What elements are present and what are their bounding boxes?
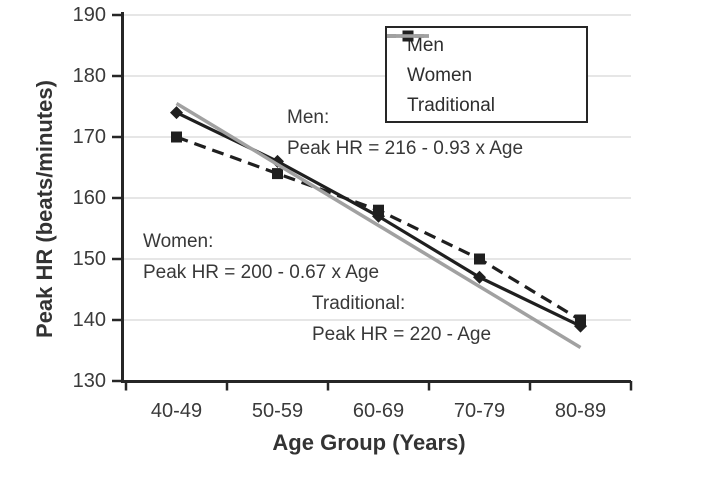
annotation-traditional: Traditional: Peak HR = 220 - Age bbox=[312, 288, 491, 350]
legend-label-women: Women bbox=[407, 65, 473, 86]
x-tick-label-50-59: 50-59 bbox=[251, 400, 304, 422]
annotation-women-formula: Peak HR = 200 - 0.67 x Age bbox=[143, 262, 380, 283]
annotation-men-title: Men: bbox=[287, 107, 330, 128]
y-tick-label-160: 160 bbox=[72, 187, 106, 209]
marker-diamond-men-3 bbox=[473, 270, 486, 284]
annotation-women-title: Women: bbox=[143, 231, 214, 252]
series-line-traditional bbox=[175, 101, 582, 349]
y-tick-label-180: 180 bbox=[72, 65, 106, 87]
legend-label-traditional: Traditional bbox=[407, 95, 496, 116]
annotation-men-formula: Peak HR = 216 - 0.93 x Age bbox=[287, 138, 524, 159]
marker-square-women-1 bbox=[272, 168, 283, 180]
y-tick-label-150: 150 bbox=[72, 248, 106, 270]
traditional-line-sample-icon bbox=[387, 34, 429, 38]
legend: Men Women Traditional bbox=[385, 26, 588, 123]
marker-diamond-men-0 bbox=[170, 106, 183, 120]
y-tick-label-130: 130 bbox=[72, 370, 106, 392]
legend-item-women: Women bbox=[387, 30, 586, 91]
x-axis-title: Age Group (Years) bbox=[272, 430, 466, 455]
annotation-traditional-title: Traditional: bbox=[312, 293, 406, 314]
marker-square-women-3 bbox=[474, 253, 485, 265]
x-tick-label-60-69: 60-69 bbox=[352, 400, 405, 422]
legend-item-men: Men bbox=[387, 30, 586, 61]
annotation-traditional-formula: Peak HR = 220 - Age bbox=[312, 324, 492, 345]
y-tick-label-140: 140 bbox=[72, 309, 106, 331]
annotation-women: Women: Peak HR = 200 - 0.67 x Age bbox=[143, 226, 379, 288]
x-tick-label-70-79: 70-79 bbox=[453, 400, 506, 422]
y-tick-label-190: 190 bbox=[72, 4, 106, 26]
marker-square-women-0 bbox=[171, 131, 182, 143]
annotation-men: Men: Peak HR = 216 - 0.93 x Age bbox=[287, 102, 523, 164]
legend-label-men: Men bbox=[407, 35, 444, 56]
x-tick-label-40-49: 40-49 bbox=[150, 400, 203, 422]
legend-item-traditional: Traditional bbox=[387, 34, 586, 121]
marker-square-women-4 bbox=[575, 314, 586, 326]
marker-square-women-2 bbox=[373, 204, 384, 216]
x-tick-label-80-89: 80-89 bbox=[554, 400, 607, 422]
y-tick-label-170: 170 bbox=[72, 126, 106, 148]
